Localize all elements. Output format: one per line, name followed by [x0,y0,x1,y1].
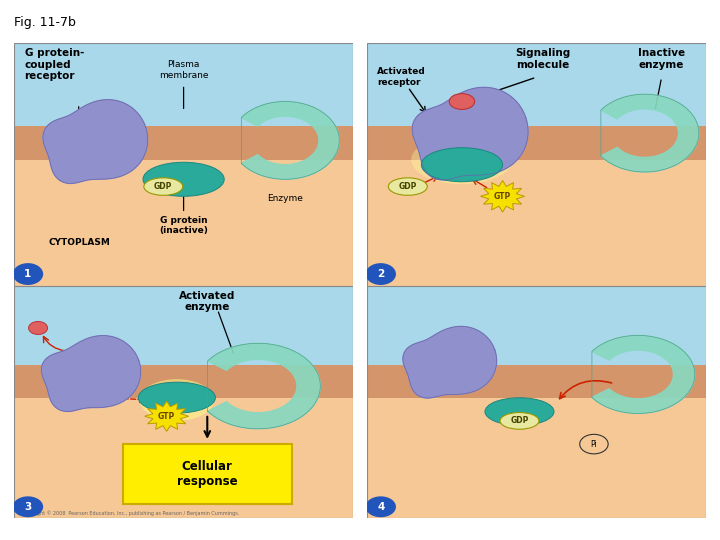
Bar [14,397,353,518]
Text: CYTOPLASM: CYTOPLASM [48,238,110,247]
Text: GDP: GDP [510,416,528,426]
Polygon shape [145,401,189,431]
Bar [367,160,706,286]
Bar [14,126,353,160]
Ellipse shape [388,178,427,195]
Ellipse shape [144,178,183,195]
Text: Cellular
response: Cellular response [177,460,238,488]
Text: Activated
receptor: Activated receptor [377,68,426,87]
Bar [14,43,150,111]
Circle shape [29,321,48,334]
FancyBboxPatch shape [122,444,292,504]
Text: GTP: GTP [494,192,511,201]
Circle shape [366,263,396,285]
Text: Activated
enzyme: Activated enzyme [179,291,235,313]
Text: 3: 3 [24,502,32,512]
Ellipse shape [449,93,474,110]
Text: Copyright © 2008  Pearson Education, Inc., publishing as Pearson / Benjamin Cumm: Copyright © 2008 Pearson Education, Inc.… [21,510,240,516]
Polygon shape [592,335,695,414]
Ellipse shape [138,382,215,413]
Bar [367,365,706,397]
Bar [367,397,706,518]
Text: 4: 4 [377,502,384,512]
Text: Plasma
membrane: Plasma membrane [159,60,208,79]
Bar [367,126,706,160]
Text: GTP: GTP [158,411,175,421]
Polygon shape [207,343,320,429]
Polygon shape [241,102,339,179]
Bar [367,286,706,365]
Text: Signaling
molecule: Signaling molecule [516,48,571,70]
Text: 1: 1 [24,269,32,279]
Polygon shape [42,336,140,411]
Ellipse shape [143,163,224,197]
Polygon shape [413,87,528,180]
Ellipse shape [485,398,554,426]
Polygon shape [403,327,497,398]
Polygon shape [43,100,148,184]
Text: Fig. 11-7b: Fig. 11-7b [14,16,76,29]
Circle shape [13,496,43,517]
Text: Pi: Pi [590,440,598,449]
Ellipse shape [500,413,539,429]
Bar [14,160,353,286]
Text: 2: 2 [377,269,384,279]
Ellipse shape [411,136,513,184]
Circle shape [13,263,43,285]
Bar [14,286,353,365]
Polygon shape [601,94,699,172]
Ellipse shape [140,379,214,421]
Text: GDP: GDP [154,182,173,191]
Bar [367,43,706,126]
Circle shape [366,496,396,517]
Text: Inactive
enzyme: Inactive enzyme [638,48,685,70]
Polygon shape [480,180,525,212]
Text: G protein-
coupled
receptor: G protein- coupled receptor [24,48,84,81]
Ellipse shape [421,148,503,181]
Text: G protein
(inactive): G protein (inactive) [159,215,208,235]
Bar [14,365,353,397]
Bar [14,43,353,126]
Text: Enzyme: Enzyme [267,194,303,203]
Text: GDP: GDP [399,182,417,191]
